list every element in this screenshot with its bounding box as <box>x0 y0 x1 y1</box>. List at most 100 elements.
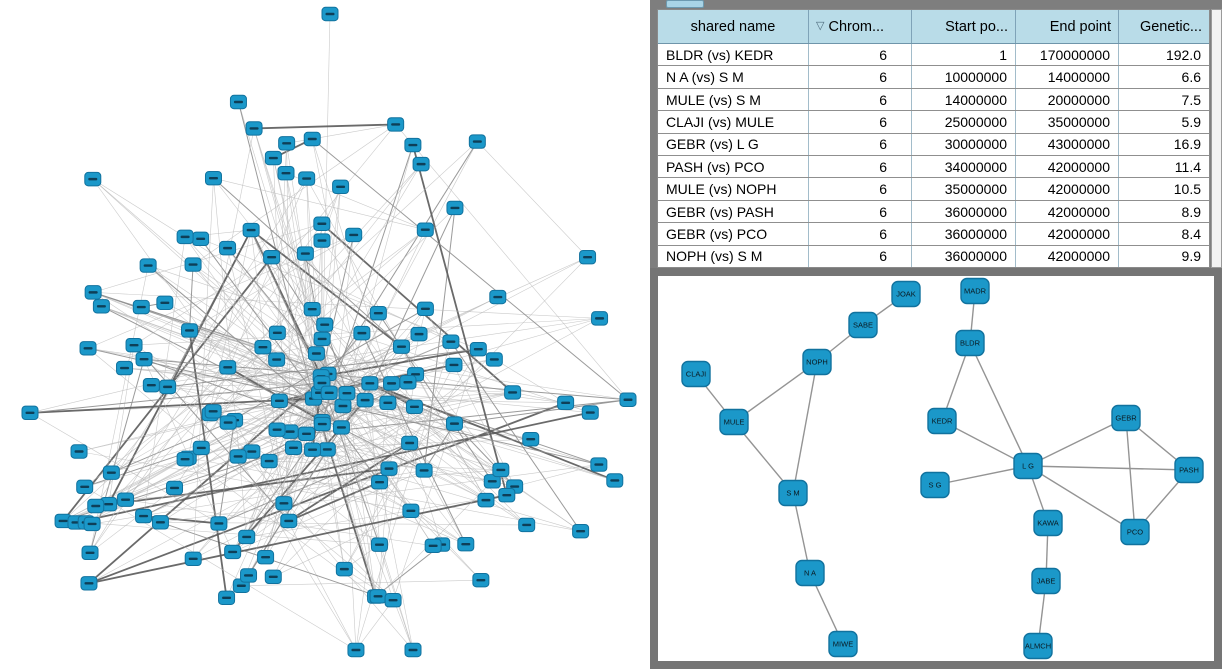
filter-icon[interactable]: ▽ <box>816 20 825 32</box>
node-PCO[interactable]: PCO <box>1120 518 1150 546</box>
network-node[interactable] <box>369 589 387 604</box>
network-edge[interactable] <box>151 318 600 386</box>
network-node[interactable] <box>81 545 99 561</box>
network-edge[interactable] <box>218 442 410 524</box>
network-edge[interactable] <box>29 382 323 414</box>
network-node[interactable] <box>338 385 356 401</box>
network-edge[interactable] <box>320 348 479 378</box>
table-row[interactable]: MULE (vs) S M 6 14000000 20000000 7.5 <box>658 88 1209 112</box>
network-edge[interactable] <box>29 412 220 524</box>
node-KEDR[interactable]: KEDR <box>927 407 957 435</box>
network-node[interactable] <box>303 302 321 317</box>
network-node[interactable] <box>316 317 334 332</box>
network-node[interactable] <box>361 376 379 391</box>
network-edge[interactable] <box>273 257 588 578</box>
network-edge[interactable] <box>329 256 588 394</box>
network-edge[interactable] <box>188 330 228 598</box>
network-node[interactable] <box>263 250 281 265</box>
network-edge[interactable] <box>125 346 402 500</box>
network-node[interactable] <box>229 449 247 464</box>
node-NOPH[interactable]: NOPH <box>802 348 832 376</box>
network-node[interactable] <box>277 166 295 181</box>
node-CLAJI[interactable]: CLAJI <box>681 360 711 388</box>
network-node[interactable] <box>84 285 102 300</box>
network-edge[interactable] <box>311 138 629 401</box>
network-edge[interactable] <box>209 413 394 601</box>
network-node[interactable] <box>238 529 256 545</box>
network-edge[interactable] <box>228 422 380 483</box>
network-node[interactable] <box>445 416 463 431</box>
network-node[interactable] <box>116 360 134 376</box>
network-node[interactable] <box>332 179 350 194</box>
network-node[interactable] <box>404 137 422 153</box>
network-edge[interactable] <box>213 177 426 231</box>
network-node[interactable] <box>240 568 258 583</box>
network-node[interactable] <box>307 346 325 361</box>
main-network-panel[interactable] <box>0 0 650 669</box>
node-S M[interactable]: S M <box>778 479 808 507</box>
network-edge[interactable] <box>316 353 629 401</box>
network-edge[interactable] <box>395 124 629 400</box>
network-node[interactable] <box>469 341 487 357</box>
network-node[interactable] <box>257 550 275 565</box>
node-GEBR[interactable]: GEBR <box>1111 404 1141 432</box>
node-MADR[interactable]: MADR <box>960 277 990 305</box>
network-node[interactable] <box>275 496 293 511</box>
network-node[interactable] <box>204 171 222 186</box>
network-node[interactable] <box>445 357 463 373</box>
network-edge[interactable] <box>342 144 414 407</box>
network-edge[interactable] <box>125 469 501 501</box>
network-node[interactable] <box>280 513 298 529</box>
network-edge[interactable] <box>93 223 322 293</box>
network-edge[interactable] <box>92 178 325 325</box>
network-node[interactable] <box>102 465 120 480</box>
network-edge[interactable] <box>341 392 513 428</box>
network-node[interactable] <box>284 440 302 456</box>
network-edge[interactable] <box>232 383 392 553</box>
network-node[interactable] <box>142 377 160 393</box>
network-node[interactable] <box>268 352 286 367</box>
network-node[interactable] <box>498 487 516 503</box>
network-node[interactable] <box>79 341 97 356</box>
table-row[interactable]: N A (vs) S M 6 10000000 14000000 6.6 <box>658 66 1209 89</box>
network-node[interactable] <box>590 457 608 472</box>
network-node[interactable] <box>76 479 94 495</box>
network-edge[interactable] <box>141 306 277 360</box>
network-node[interactable] <box>483 474 501 489</box>
network-node[interactable] <box>21 405 39 421</box>
network-node[interactable] <box>334 398 352 414</box>
network-edge[interactable] <box>192 178 214 559</box>
network-node[interactable] <box>303 131 321 147</box>
network-edge[interactable] <box>213 382 323 412</box>
network-node[interactable] <box>446 200 464 216</box>
network-edge[interactable] <box>189 264 194 331</box>
network-node[interactable] <box>591 311 609 326</box>
network-node[interactable] <box>242 222 260 238</box>
node-JABE[interactable]: JABE <box>1031 567 1061 595</box>
network-node[interactable] <box>135 352 153 367</box>
network-edge[interactable] <box>412 144 508 496</box>
network-node[interactable] <box>245 121 263 136</box>
network-node[interactable] <box>353 325 371 341</box>
network-edge[interactable] <box>355 383 392 651</box>
network-node[interactable] <box>468 134 486 149</box>
network-edge[interactable] <box>227 367 314 399</box>
network-edge[interactable] <box>355 600 394 651</box>
column-header-chromosome[interactable]: ▽ Chrom... <box>809 10 912 43</box>
network-edge[interactable] <box>369 382 616 482</box>
network-edge[interactable] <box>346 392 515 487</box>
network-edge[interactable] <box>111 419 235 474</box>
network-node[interactable] <box>80 576 98 591</box>
network-node[interactable] <box>442 334 460 349</box>
network-edge[interactable] <box>288 481 380 522</box>
network-edge[interactable] <box>227 248 290 521</box>
panel-grip[interactable] <box>666 0 704 8</box>
network-edge[interactable] <box>321 421 482 581</box>
network-edge[interactable] <box>189 234 354 331</box>
network-node[interactable] <box>318 442 336 457</box>
network-node[interactable] <box>218 590 236 605</box>
network-node[interactable] <box>477 492 495 508</box>
node-ALMCH[interactable]: ALMCH <box>1023 632 1053 660</box>
network-edge[interactable] <box>93 292 330 394</box>
network-edge[interactable] <box>328 313 379 393</box>
